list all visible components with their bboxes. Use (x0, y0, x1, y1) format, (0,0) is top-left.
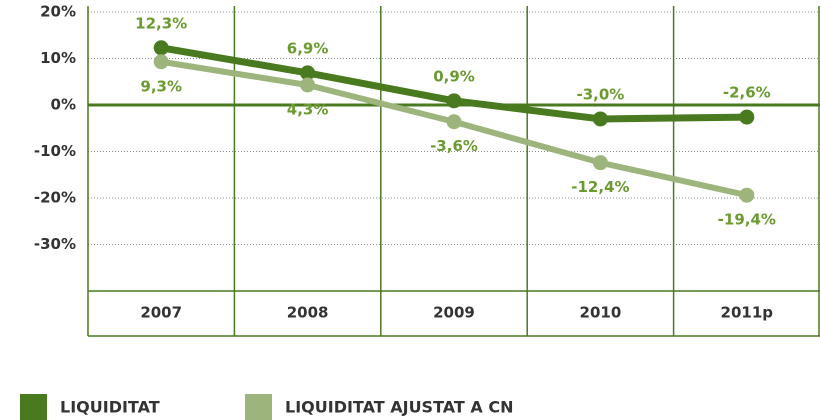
x-tick-label: 2011p (721, 304, 774, 322)
data-label: -3,0% (576, 85, 624, 103)
data-label: 6,9% (287, 39, 329, 57)
data-label: 0,9% (433, 67, 475, 85)
data-point (153, 54, 169, 70)
legend-label: LIQUIDITAT AJUSTAT A CN (285, 398, 513, 417)
y-tick-label: -20% (34, 189, 76, 207)
y-tick-label: 0% (51, 96, 76, 114)
x-tick-label: 2007 (140, 304, 182, 322)
y-tick-label: 10% (40, 49, 76, 67)
data-label: -19,4% (718, 211, 776, 229)
data-point (739, 187, 755, 203)
x-tick-label: 2009 (433, 304, 475, 322)
y-tick-label: -10% (34, 142, 76, 160)
data-point (300, 65, 316, 81)
legend-swatch (245, 394, 272, 420)
data-point (592, 155, 608, 171)
data-label: 12,3% (135, 14, 187, 32)
data-point (153, 40, 169, 56)
legend-swatch (20, 394, 47, 420)
data-label: -2,6% (723, 84, 771, 102)
data-label: -12,4% (571, 178, 629, 196)
x-tick-label: 2010 (580, 304, 622, 322)
data-point (592, 111, 608, 127)
data-point (446, 93, 462, 109)
data-point (300, 77, 316, 93)
data-label: 4,3% (287, 101, 329, 119)
y-tick-label: 20% (40, 3, 76, 21)
x-tick-label: 2008 (287, 304, 329, 322)
data-label: 9,3% (140, 77, 182, 95)
data-label: -3,6% (430, 137, 478, 155)
legend-label: LIQUIDITAT (60, 398, 160, 417)
data-point (446, 114, 462, 130)
data-point (739, 109, 755, 125)
y-tick-label: -30% (34, 235, 76, 253)
